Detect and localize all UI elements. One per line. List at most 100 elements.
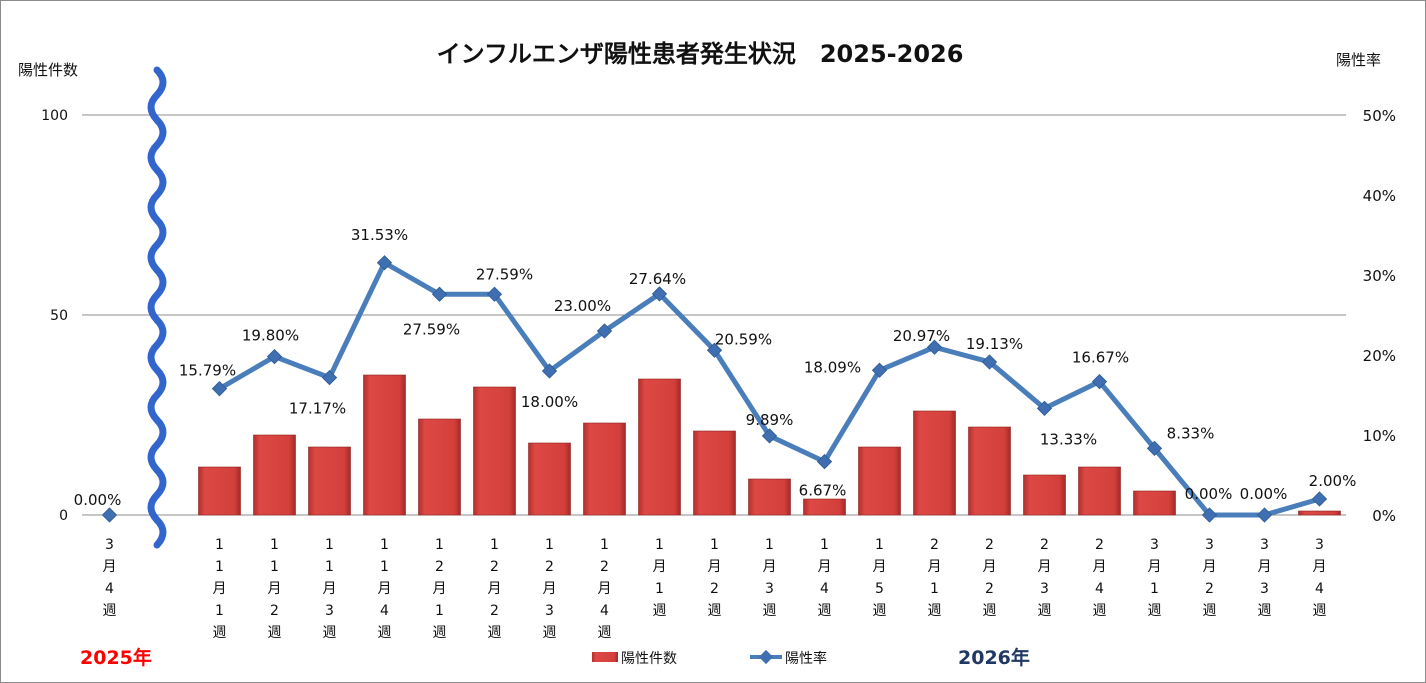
x-tick-char: 1	[490, 537, 499, 553]
x-tick-char: 1	[215, 537, 224, 553]
rate-point	[981, 354, 998, 370]
x-tick-char: 4	[1095, 581, 1104, 597]
bar	[913, 410, 956, 516]
x-tick-char: 3	[1315, 537, 1324, 553]
x-tick-label: 1 2 月 4 週	[598, 537, 612, 641]
x-tick-char: 週	[708, 603, 722, 619]
rate-point	[926, 339, 943, 355]
x-tick-char: 3	[1260, 537, 1269, 553]
x-tick-char: 4	[1315, 581, 1324, 597]
x-tick-char: 2	[270, 603, 279, 619]
rate-data-label: 19.13%	[966, 335, 1023, 353]
x-tick-char: 1	[600, 537, 609, 553]
rate-point	[486, 286, 503, 302]
x-tick-char: 1	[820, 537, 829, 553]
x-tick-label: 1 2 月 1 週	[433, 537, 447, 641]
x-tick-char: 1	[1150, 581, 1159, 597]
rate-point	[211, 381, 228, 397]
x-tick-char: 週	[433, 625, 447, 641]
x-tick-label: 1 月 5 週	[873, 537, 887, 619]
right-axis-title: 陽性率	[1336, 51, 1381, 69]
x-tick-char: 月	[598, 581, 612, 597]
x-tick-char: 週	[1093, 603, 1107, 619]
x-tick-label: 1 月 2 週	[708, 537, 722, 619]
rate-point	[1091, 374, 1108, 390]
x-tick-label: 2 月 4 週	[1093, 537, 1107, 619]
legend: 陽性件数 陽性率	[592, 649, 827, 667]
x-tick-char: 月	[983, 559, 997, 575]
x-tick-char: 月	[268, 581, 282, 597]
x-tick-char: 2	[600, 559, 609, 575]
x-tick-char: 月	[1258, 559, 1272, 575]
rate-data-label: 23.00%	[554, 297, 611, 315]
bar	[253, 434, 296, 516]
x-tick-char: 1	[930, 581, 939, 597]
x-tick-char: 2	[985, 537, 994, 553]
bar	[1298, 510, 1341, 516]
x-tick-label: 1 1 月 1 週	[213, 537, 227, 641]
bar	[693, 430, 736, 516]
rate-point	[101, 507, 118, 523]
year-label-2026: 2026年	[958, 646, 1030, 669]
rate-data-label: 27.59%	[476, 265, 533, 283]
x-tick-char: 2	[930, 537, 939, 553]
rate-data-label: 0.00%	[1185, 485, 1233, 503]
rate-point	[761, 428, 778, 444]
x-tick-label: 1 月 1 週	[653, 537, 667, 619]
axis-break-marker	[147, 66, 167, 549]
bar	[1023, 474, 1066, 516]
rate-point	[431, 286, 448, 302]
rate-data-label: 19.80%	[242, 327, 299, 345]
x-tick-char: 週	[818, 603, 832, 619]
chart-title: インフルエンザ陽性患者発生状況 2025-2026	[437, 40, 964, 68]
bar	[528, 442, 571, 516]
bar	[583, 422, 626, 516]
x-tick-label: 1 2 月 3 週	[543, 537, 557, 641]
right-tick-label: 40%	[1363, 187, 1396, 205]
x-tick-char: 月	[433, 581, 447, 597]
rate-point	[321, 370, 338, 386]
x-tick-char: 月	[1313, 559, 1327, 575]
rate-data-label: 27.59%	[403, 320, 460, 338]
x-tick-label: 1 1 月 4 週	[378, 537, 392, 641]
x-tick-label: 1 月 4 週	[818, 537, 832, 619]
rate-data-label: 27.64%	[629, 270, 686, 288]
x-tick-char: 4	[380, 603, 389, 619]
x-tick-char: 4	[820, 581, 829, 597]
x-tick-char: 週	[1203, 603, 1217, 619]
x-tick-char: 1	[325, 537, 334, 553]
x-tick-char: 3	[1150, 537, 1159, 553]
x-tick-char: 週	[1148, 603, 1162, 619]
x-tick-char: 月	[928, 559, 942, 575]
x-tick-char: 週	[873, 603, 887, 619]
x-tick-char: 2	[545, 559, 554, 575]
bar	[638, 378, 681, 516]
x-tick-char: 週	[213, 625, 227, 641]
x-tick-label: 1 1 月 3 週	[323, 537, 337, 641]
x-tick-char: 週	[1258, 603, 1272, 619]
x-tick-char: 週	[103, 603, 117, 619]
rate-point	[1146, 440, 1163, 456]
x-tick-char: 3	[1040, 581, 1049, 597]
x-tick-label: 3 月 3 週	[1258, 537, 1272, 619]
x-tick-char: 月	[323, 581, 337, 597]
x-tick-char: 月	[213, 581, 227, 597]
x-tick-char: 3	[105, 537, 114, 553]
x-tick-char: 月	[763, 559, 777, 575]
x-tick-label: 1 1 月 2 週	[268, 537, 282, 641]
x-tick-char: 1	[215, 603, 224, 619]
x-tick-char: 月	[543, 581, 557, 597]
legend-bar-swatch	[592, 652, 618, 662]
x-tick-char: 週	[1313, 603, 1327, 619]
x-tick-char: 週	[653, 603, 667, 619]
x-tick-char: 4	[600, 603, 609, 619]
x-tick-char: 3	[765, 581, 774, 597]
rate-data-label: 0.00%	[1240, 485, 1288, 503]
bar	[1078, 466, 1121, 516]
x-tick-char: 月	[103, 559, 117, 575]
x-tick-label: 3 月 2 週	[1203, 537, 1217, 619]
x-tick-char: 3	[325, 603, 334, 619]
x-tick-label: 1 月 3 週	[763, 537, 777, 619]
rate-point	[1201, 507, 1218, 523]
x-tick-char: 月	[488, 581, 502, 597]
